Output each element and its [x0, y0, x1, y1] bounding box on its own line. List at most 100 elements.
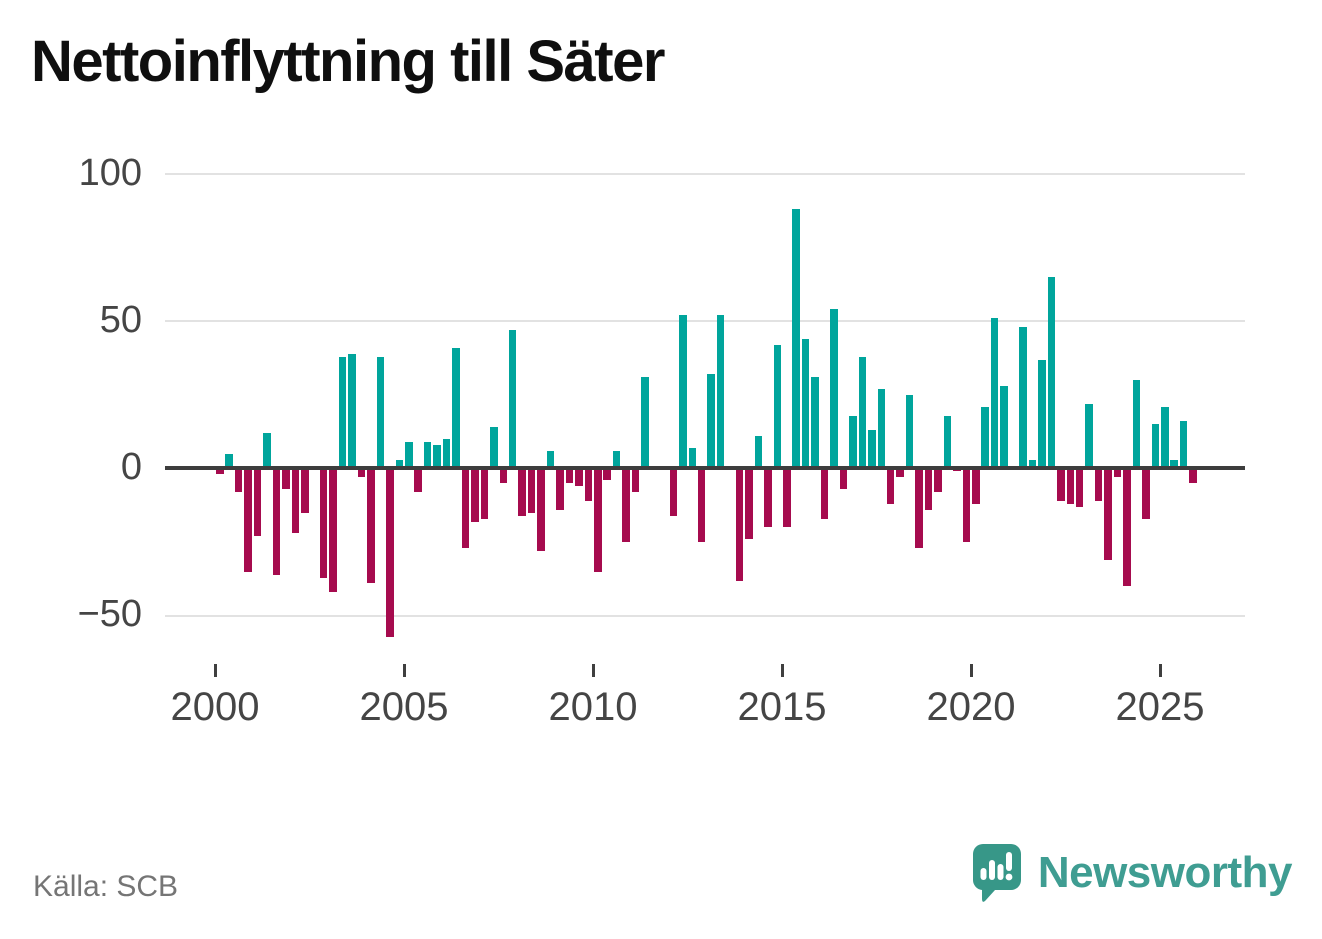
gridline-100 [165, 173, 1245, 175]
bar-2009Q2 [565, 468, 574, 484]
bar-2007Q4 [508, 330, 517, 469]
bar-2017Q4 [886, 468, 895, 504]
bar-2008Q4 [546, 450, 555, 469]
x-axis-label-2025: 2025 [1115, 685, 1205, 729]
bar-2017Q3 [877, 388, 885, 469]
bar-2003Q3 [348, 353, 356, 469]
x-tick-2010 [591, 664, 595, 677]
bar-2002Q2 [301, 468, 309, 513]
bar-2023Q2 [1094, 468, 1103, 501]
y-axis-label-0: 0 [120, 446, 142, 488]
gridline-50 [165, 320, 1245, 322]
bar-2004Q3 [386, 468, 394, 637]
bar-2006Q3 [461, 468, 470, 549]
bar-2012Q4 [697, 468, 706, 543]
x-axis-label-2020: 2020 [926, 685, 1016, 729]
bar-2011Q1 [631, 468, 640, 493]
bar-2001Q4 [282, 468, 290, 490]
bar-2013Q1 [707, 374, 715, 469]
x-axis-label-2005: 2005 [359, 685, 449, 729]
bar-2011Q2 [641, 377, 649, 469]
bar-2007Q3 [499, 468, 507, 484]
bar-2000Q2 [225, 453, 233, 469]
bar-2000Q3 [234, 468, 243, 493]
bar-2007Q1 [480, 468, 489, 519]
bar-2006Q1 [442, 439, 451, 469]
bar-2024Q2 [1132, 380, 1141, 469]
bar-2017Q1 [858, 356, 867, 469]
brand-wordmark: Newsworthy [1037, 848, 1293, 897]
bar-2024Q3 [1142, 468, 1150, 519]
bar-2025Q1 [1161, 406, 1169, 469]
bar-2001Q1 [253, 468, 262, 537]
bar-2019Q1 [934, 468, 942, 493]
bar-2016Q4 [849, 415, 857, 469]
bar-2001Q2 [263, 433, 271, 469]
bar-2012Q1 [669, 468, 678, 516]
bar-2008Q2 [527, 468, 536, 513]
bar-2020Q4 [1000, 386, 1008, 469]
bar-2023Q1 [1085, 403, 1093, 469]
bar-2021Q4 [1038, 359, 1046, 469]
bar-2014Q1 [745, 468, 753, 540]
newsworthy-bubble-icon [972, 844, 1021, 902]
bar-2000Q1 [216, 468, 224, 475]
bar-2005Q3 [423, 442, 432, 469]
bar-2003Q4 [357, 468, 366, 478]
bar-2010Q4 [622, 468, 630, 543]
x-tick-2000 [213, 664, 217, 677]
bar-2003Q1 [329, 468, 337, 593]
bar-2025Q3 [1179, 421, 1188, 469]
bar-2004Q2 [376, 356, 385, 469]
bar-2024Q4 [1151, 424, 1159, 469]
bar-2019Q2 [943, 415, 952, 469]
bar-2013Q4 [735, 468, 744, 581]
bar-2014Q2 [754, 436, 763, 469]
bar-2008Q1 [518, 468, 526, 516]
bar-2018Q3 [915, 468, 923, 549]
x-tick-2005 [402, 664, 406, 677]
bar-2004Q1 [367, 468, 375, 584]
x-tick-2025 [1158, 664, 1162, 677]
zero-axis-line [165, 466, 1245, 470]
bar-2022Q3 [1066, 468, 1074, 504]
bar-2002Q4 [319, 468, 328, 578]
bar-2007Q2 [490, 427, 498, 469]
bar-2022Q4 [1075, 468, 1084, 507]
bar-2014Q4 [773, 344, 781, 469]
bar-2010Q3 [612, 450, 621, 469]
bar-2023Q4 [1113, 468, 1122, 478]
bar-2019Q4 [962, 468, 970, 543]
x-axis-label-2015: 2015 [737, 685, 827, 729]
bar-2025Q4 [1189, 468, 1197, 484]
bar-2005Q2 [414, 468, 422, 493]
bar-2008Q3 [537, 468, 545, 551]
bar-2025Q2 [1170, 459, 1178, 469]
bar-2005Q4 [433, 444, 441, 469]
bar-2018Q4 [924, 468, 933, 510]
bar-2016Q1 [820, 468, 829, 519]
x-axis-label-2000: 2000 [170, 685, 260, 729]
bar-2016Q3 [839, 468, 848, 490]
bar-2015Q3 [801, 338, 810, 469]
bar-2023Q3 [1104, 468, 1112, 560]
bar-2021Q2 [1019, 327, 1027, 469]
y-axis-label-minus50: −50 [77, 593, 142, 635]
bar-2022Q1 [1047, 276, 1056, 469]
bar-2006Q4 [471, 468, 479, 522]
bar-2010Q2 [603, 468, 611, 481]
bar-2020Q3 [990, 318, 999, 469]
bar-2012Q2 [679, 315, 687, 469]
x-tick-2020 [969, 664, 973, 677]
bar-2016Q2 [830, 309, 838, 469]
bar-2020Q1 [972, 468, 980, 504]
bar-2009Q4 [584, 468, 592, 501]
brand-logo: Newsworthy [972, 843, 1293, 903]
bar-2012Q3 [688, 447, 696, 469]
y-axis-label-50: 50 [99, 299, 142, 341]
bar-2009Q3 [575, 468, 583, 487]
bar-2022Q2 [1057, 468, 1065, 501]
bar-2006Q2 [452, 347, 460, 469]
